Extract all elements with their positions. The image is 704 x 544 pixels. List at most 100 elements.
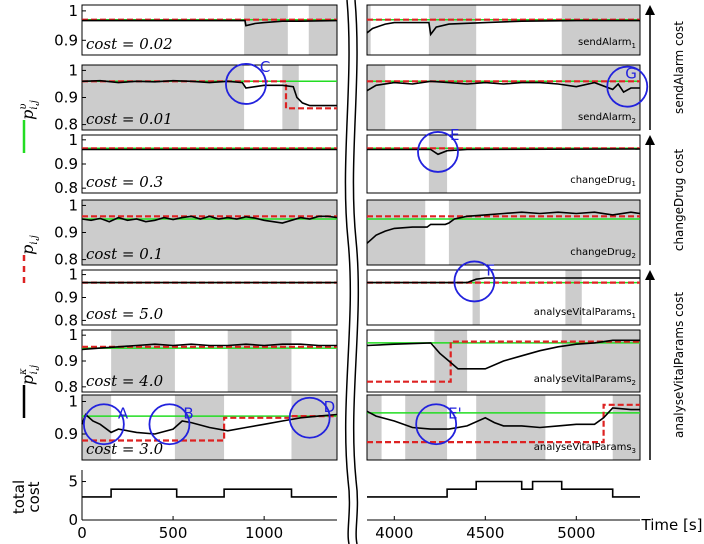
y-tick-label: 0.9 — [54, 289, 78, 307]
annotation-circle — [417, 131, 459, 173]
actual-line-seg-1 — [81, 343, 337, 351]
shaded-region-2 — [308, 5, 337, 55]
group-labels: sendAlarm cost changeDrug cost analyseVita… — [645, 5, 686, 460]
shaded-region-4 — [428, 5, 477, 55]
panel-analyseVitalParams-1: 1 0.9 0.8 cost = 5.0 analyseVitalParams1 — [54, 266, 641, 329]
x-tick-label: 4000 — [375, 524, 413, 542]
actual-line-seg-1 — [81, 215, 338, 224]
x-tick-label: 5000 — [557, 524, 595, 542]
service-label: sendAlarm1 — [578, 37, 636, 50]
plot-frame-left — [81, 4, 338, 56]
plot-frame-right — [366, 134, 641, 194]
shaded-region-1 — [111, 330, 175, 392]
panel-sendAlarm-2: 1 0.9 0.8 cost = 0.01 sendAlarm2 — [54, 61, 641, 134]
panel-analyseVitalParams-2: 1 0.9 0.8 cost = 4.0 analyseVitalParams2 — [54, 326, 641, 396]
annotation-label: E — [450, 126, 459, 144]
cost-label: cost = 5.0 — [86, 305, 164, 323]
annotation-circle — [415, 403, 458, 446]
shaded-region-4 — [367, 395, 382, 460]
service-label: changeDrug2 — [570, 247, 636, 260]
x-tick-label: 1000 — [245, 524, 283, 542]
shaded-region-2 — [174, 395, 225, 460]
annotation-circle — [288, 396, 331, 439]
legend-symbol-text: pi,j — [18, 235, 40, 255]
y-tick-label: 0.9 — [54, 425, 78, 443]
shaded-region-3 — [448, 200, 640, 265]
axis-break-right — [352, 0, 360, 544]
plot-frame-right — [366, 4, 641, 56]
service-label: analyseVitalParams3 — [534, 442, 636, 455]
total-cost-panel: 0 5 totalcost — [10, 470, 640, 529]
y-tick-label: 0.8 — [54, 179, 78, 197]
annotation-circle — [82, 403, 125, 446]
y-tick-label: 0.9 — [54, 155, 78, 173]
annotation-label: D — [324, 398, 336, 416]
legend-symbol-text: pυi,j — [18, 100, 40, 120]
shaded-region-1 — [82, 200, 337, 265]
legend-symbol: pi,j — [18, 235, 40, 255]
annotation-label: F — [486, 261, 495, 279]
actual-line-seg-2 — [367, 277, 640, 284]
shaded-region-5 — [561, 65, 640, 130]
plot-frame-right — [366, 199, 641, 266]
annotation-circle — [606, 65, 649, 108]
cost-label: cost = 0.1 — [86, 245, 163, 263]
shaded-region-1 — [428, 135, 448, 193]
annotation-circle — [225, 63, 267, 105]
service-label: analyseVitalParams2 — [534, 374, 636, 387]
group-label: analyseVitalParams cost — [672, 292, 686, 438]
annotations: A B C D E E' F G — [82, 58, 649, 446]
service-label: changeDrug1 — [570, 175, 636, 188]
actual-line-seg-2 — [367, 148, 641, 156]
actual-line-seg-2 — [366, 19, 640, 37]
annotation-label: C — [260, 58, 270, 76]
service-label: analyseVitalParams1 — [534, 307, 636, 320]
x-axis: 0 500 1000 4000 4500 5000 Time [s] — [77, 516, 703, 542]
plot-frame-right — [366, 394, 641, 461]
shaded-region-3 — [367, 65, 386, 130]
total-cost-line-seg-1 — [82, 488, 337, 498]
required-line-seg-2 — [367, 403, 640, 444]
y-tick-label: 1 — [68, 131, 78, 149]
cost-label: cost = 0.3 — [86, 173, 163, 191]
shaded-region-2 — [565, 270, 582, 325]
cost-label: cost = 0.02 — [86, 35, 173, 53]
annotation-circle — [453, 260, 496, 303]
group-arrow-head — [645, 270, 655, 280]
y-tick-label: 0.8 — [54, 116, 78, 134]
actual-line-seg-2 — [366, 407, 640, 430]
y-tick-label: 1 — [68, 196, 78, 214]
actual-line-seg-2 — [366, 211, 641, 244]
cost-label: cost = 0.01 — [86, 110, 173, 128]
total-y-tick-label: 0 — [68, 511, 78, 529]
y-tick-label: 0.9 — [54, 31, 78, 49]
y-tick-label: 1 — [68, 61, 78, 79]
shaded-region-2 — [227, 330, 292, 392]
y-tick-label: 1 — [68, 393, 78, 411]
annotation-label: G — [625, 65, 637, 83]
y-tick-label: 1 — [68, 2, 78, 20]
annotation-circle — [148, 403, 191, 446]
annotation-label: B — [183, 404, 193, 422]
y-tick-label: 1 — [68, 326, 78, 344]
group-arrow-head — [645, 135, 655, 145]
legend-symbol: pυi,j — [18, 100, 40, 120]
x-tick-label: 500 — [159, 524, 188, 542]
legend-symbol: pκi,j — [18, 365, 40, 385]
total-cost-ylabel: totalcost — [10, 480, 43, 514]
x-tick-label: 0 — [77, 524, 87, 542]
total-cost-line-seg-2 — [367, 480, 640, 498]
y-tick-label: 0.8 — [54, 311, 78, 329]
plot-frame-right — [366, 269, 641, 326]
y-tick-label: 1 — [68, 266, 78, 284]
actual-line-seg-1 — [81, 79, 337, 107]
panel-sendAlarm-1: 1 0.9 cost = 0.02 sendAlarm1 — [54, 2, 641, 56]
y-tick-label: 0.8 — [54, 378, 78, 396]
group-label: sendAlarm cost — [672, 21, 686, 114]
shaded-region-1 — [472, 270, 480, 325]
panel-changeDrug-1: 1 0.9 0.8 cost = 0.3 changeDrug1 — [54, 131, 641, 197]
plot-frame-left — [81, 394, 338, 461]
panel-changeDrug-2: 1 0.9 0.8 cost = 0.1 changeDrug2 — [54, 196, 641, 269]
shaded-region-3 — [367, 5, 371, 55]
